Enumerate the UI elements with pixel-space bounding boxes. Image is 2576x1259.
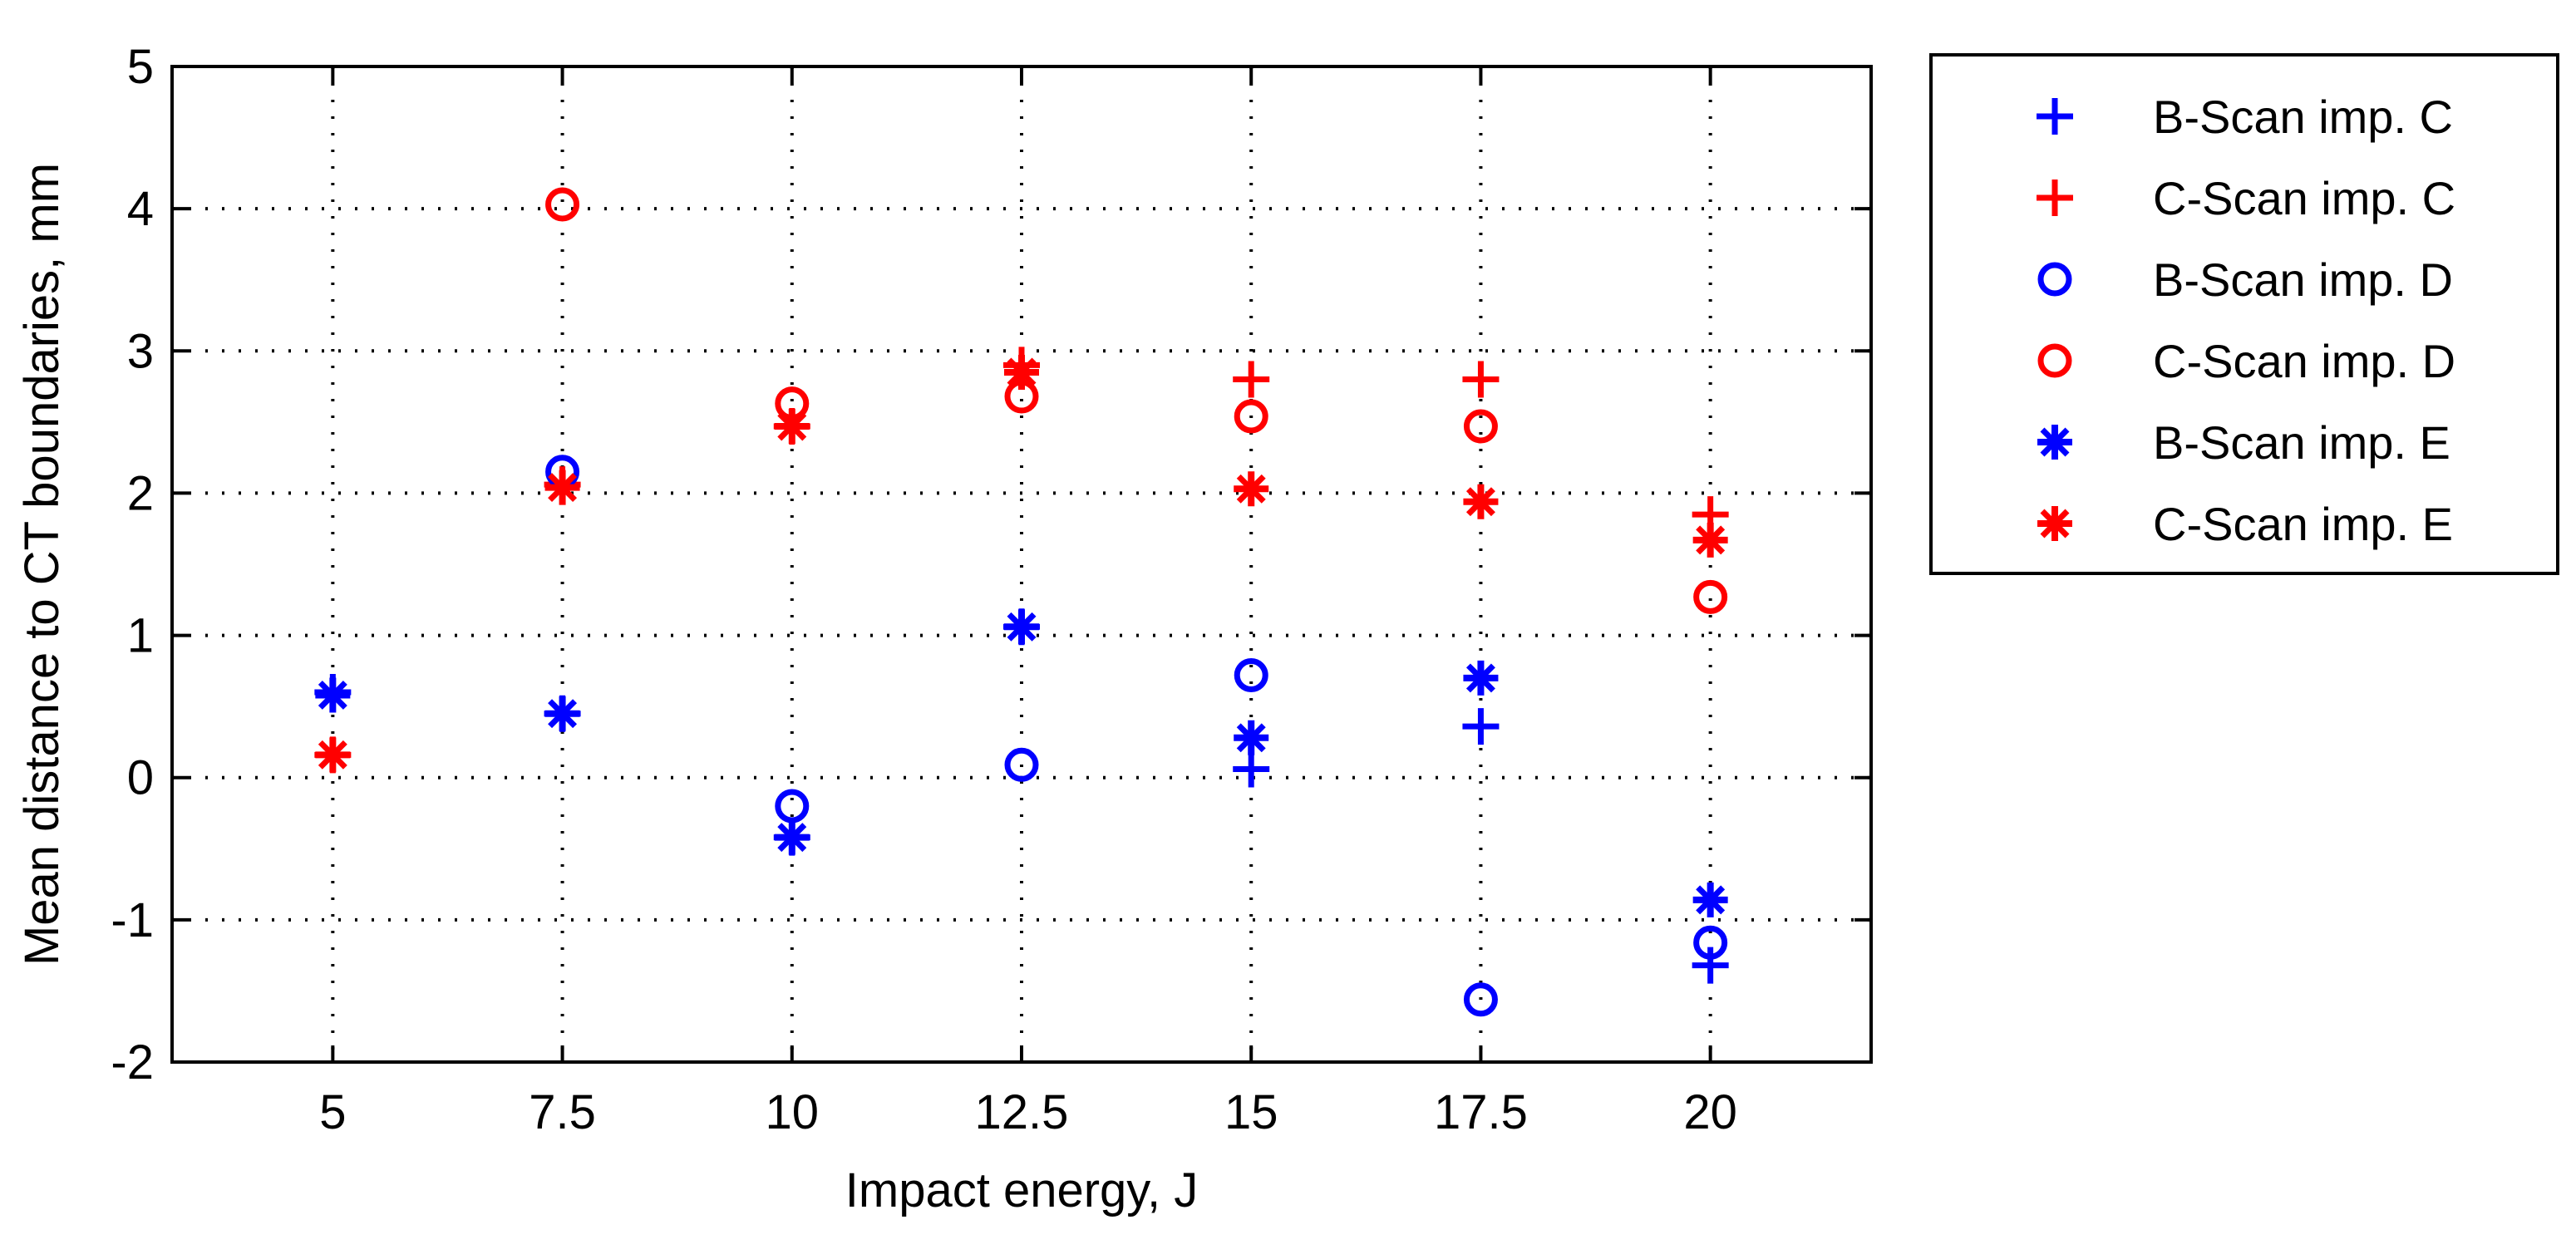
y-tick-label: 3 — [127, 324, 154, 378]
data-point — [1004, 609, 1039, 645]
data-point — [1233, 361, 1270, 398]
x-tick-label: 10 — [766, 1085, 820, 1139]
data-point — [1692, 947, 1729, 984]
legend-marker — [2037, 425, 2072, 460]
data-point — [544, 470, 580, 505]
legend-box — [1929, 53, 2559, 575]
data-point — [1233, 750, 1270, 788]
axes-box — [170, 65, 1873, 1064]
data-point — [774, 819, 810, 855]
x-tick-label: 5 — [319, 1085, 346, 1139]
legend-entry: B-Scan imp. D — [2037, 253, 2453, 306]
data-point — [544, 696, 580, 731]
axis-ticks: 5 7.5 10 12.5 15 17.5 20 -2 -1 0 1 2 3 4 5 — [111, 40, 1871, 1139]
y-tick-label: 4 — [127, 182, 154, 236]
data-point — [1004, 354, 1039, 390]
legend: B-Scan imp. C C-Scan imp. C B-Scan imp. D C… — [1929, 53, 2559, 575]
data-point — [1692, 882, 1728, 917]
legend-entry: C-Scan imp. E — [2037, 498, 2453, 550]
data-point — [1463, 409, 1498, 444]
data-point — [1234, 399, 1268, 434]
legend-marker — [2037, 262, 2072, 297]
legend-entry: C-Scan imp. D — [2037, 335, 2455, 387]
data-point — [1004, 747, 1039, 782]
legend-marker — [2037, 98, 2073, 135]
legend-label: C-Scan imp. D — [2153, 335, 2455, 387]
x-tick-label: 12.5 — [975, 1085, 1069, 1139]
legend-marker — [2037, 343, 2072, 378]
x-tick-label: 17.5 — [1434, 1085, 1528, 1139]
y-tick-label: 5 — [127, 40, 154, 94]
y-tick-label: 2 — [127, 466, 154, 520]
data-point — [1234, 720, 1269, 755]
legend-entry: B-Scan imp. E — [2037, 416, 2450, 469]
legend-label: B-Scan imp. D — [2153, 253, 2453, 306]
data-point — [1234, 471, 1269, 507]
grid-lines — [172, 65, 1871, 1064]
data-point — [315, 677, 351, 713]
data-point — [1693, 579, 1728, 614]
data-point — [1692, 522, 1728, 558]
series-5 — [315, 609, 1728, 917]
y-tick-label: -2 — [111, 1035, 154, 1089]
data-points — [314, 187, 1729, 1017]
legend-entry: B-Scan imp. C — [2037, 91, 2453, 143]
data-point — [774, 408, 810, 444]
x-tick-label: 15 — [1224, 1085, 1278, 1139]
legend-entry: C-Scan imp. C — [2037, 172, 2455, 224]
x-tick-label: 7.5 — [529, 1085, 596, 1139]
legend-label: C-Scan imp. C — [2153, 172, 2455, 224]
y-tick-label: 0 — [127, 751, 154, 805]
series-4 — [545, 187, 1728, 614]
y-axis-label: Mean distance to CT boundaries, mm — [15, 163, 69, 966]
data-point — [1234, 657, 1268, 692]
legend-label: C-Scan imp. E — [2153, 498, 2453, 550]
data-point — [1462, 361, 1500, 398]
legend-label: B-Scan imp. C — [2153, 91, 2453, 143]
data-point — [1463, 660, 1499, 696]
legend-label: B-Scan imp. E — [2153, 416, 2450, 469]
y-tick-label: 1 — [127, 609, 154, 663]
x-axis-label: Impact energy, J — [845, 1163, 1198, 1217]
data-point — [1693, 925, 1728, 960]
legend-marker — [2037, 180, 2073, 216]
data-point — [315, 737, 351, 773]
series-3 — [545, 455, 1728, 1017]
x-tick-label: 20 — [1683, 1085, 1737, 1139]
data-point — [1463, 982, 1498, 1017]
series-6 — [315, 354, 1728, 773]
legend-marker — [2037, 506, 2072, 541]
data-point — [545, 187, 580, 222]
y-tick-label: -1 — [111, 893, 154, 947]
data-point — [1463, 484, 1499, 519]
data-point — [1462, 708, 1500, 745]
